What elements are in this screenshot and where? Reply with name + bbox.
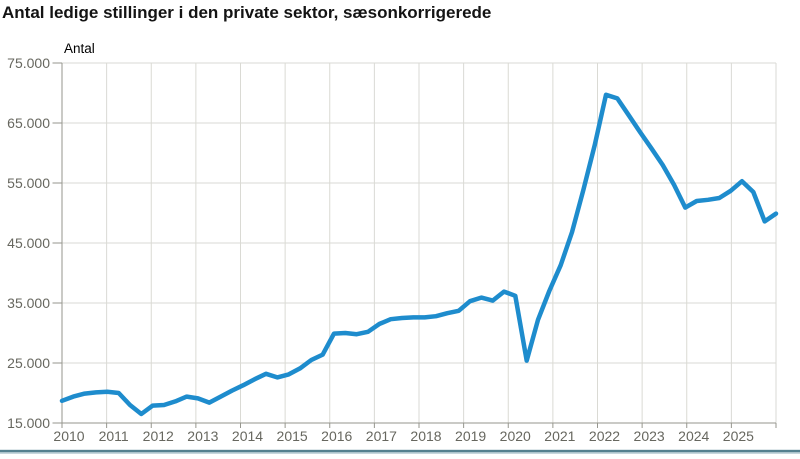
y-axis-tick-label: 25.000 (7, 355, 50, 371)
x-axis-tick-label: 2015 (277, 428, 308, 444)
x-axis-tick-label: 2024 (678, 428, 709, 444)
x-axis-tick-label: 2016 (321, 428, 352, 444)
x-axis-tick-label: 2019 (455, 428, 486, 444)
x-axis-tick-label: 2021 (544, 428, 575, 444)
x-axis-tick-label: 2011 (99, 428, 129, 444)
x-axis-tick-label: 2020 (500, 428, 531, 444)
y-axis-unit-label: Antal (64, 41, 95, 56)
y-axis-tick-label: 75.000 (7, 55, 50, 71)
x-axis-tick-label: 2012 (143, 428, 174, 444)
chart-title: Antal ledige stillinger i den private se… (2, 3, 492, 22)
x-axis-tick-label: 2022 (589, 428, 620, 444)
footer-divider (0, 449, 800, 454)
x-axis-tick-label: 2023 (634, 428, 665, 444)
x-axis-tick-label: 2010 (53, 428, 84, 444)
series-line (59, 92, 779, 417)
x-axis-tick-label: 2014 (232, 428, 263, 444)
y-axis-tick-label: 45.000 (7, 235, 50, 251)
y-axis-tick-label: 15.000 (7, 415, 50, 431)
y-axis-tick-label: 35.000 (7, 295, 50, 311)
x-axis-tick-label: 2018 (410, 428, 441, 444)
y-axis-tick-label: 65.000 (7, 115, 50, 131)
x-axis-tick-label: 2013 (187, 428, 218, 444)
x-axis-tick-label: 2025 (723, 428, 754, 444)
x-axis-tick-label: 2017 (366, 428, 397, 444)
y-axis-tick-label: 55.000 (7, 175, 50, 191)
